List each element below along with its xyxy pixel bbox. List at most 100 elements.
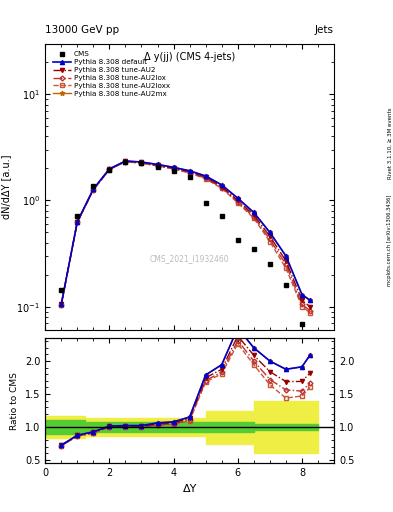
CMS [139,160,144,166]
CMS [235,238,240,244]
Pythia 8.308 tune-AU2mx [235,195,240,201]
Pythia 8.308 tune-AU2lox [283,261,288,267]
CMS [252,246,256,252]
Pythia 8.308 tune-AU2lox [59,302,64,308]
Pythia 8.308 default [235,195,240,201]
Pythia 8.308 tune-AU2 [187,168,192,175]
Pythia 8.308 tune-AU2 [123,158,128,164]
CMS [299,322,304,328]
Pythia 8.308 default [187,168,192,174]
Pythia 8.308 tune-AU2loxx [171,166,176,172]
CMS [91,182,96,188]
Pythia 8.308 tune-AU2lox [308,307,312,313]
CMS [219,212,224,219]
Pythia 8.308 tune-AU2lox [252,214,256,220]
Pythia 8.308 tune-AU2lox [219,184,224,190]
CMS [123,159,128,165]
Pythia 8.308 tune-AU2loxx [75,220,80,226]
Pythia 8.308 tune-AU2 [203,174,208,180]
Pythia 8.308 tune-AU2loxx [235,200,240,206]
Pythia 8.308 tune-AU2 [91,186,96,193]
Pythia 8.308 tune-AU2loxx [187,170,192,176]
Pythia 8.308 tune-AU2lox [187,169,192,176]
CMS [171,168,176,174]
Pythia 8.308 tune-AU2loxx [203,176,208,182]
Pythia 8.308 tune-AU2 [155,162,160,168]
X-axis label: ΔY: ΔY [182,484,197,494]
Pythia 8.308 tune-AU2mx [283,253,288,259]
Pythia 8.308 default [107,166,112,172]
Pythia 8.308 default [203,173,208,179]
CMS [268,261,272,267]
Y-axis label: Ratio to CMS: Ratio to CMS [10,372,19,430]
CMS [203,200,208,206]
Pythia 8.308 tune-AU2mx [59,302,64,308]
Pythia 8.308 tune-AU2loxx [139,160,144,166]
Pythia 8.308 tune-AU2mx [219,182,224,188]
Pythia 8.308 tune-AU2mx [299,291,304,297]
Text: mcplots.cern.ch [arXiv:1306.3436]: mcplots.cern.ch [arXiv:1306.3436] [387,195,392,286]
Pythia 8.308 default [299,291,304,297]
Pythia 8.308 tune-AU2mx [171,164,176,170]
Pythia 8.308 tune-AU2lox [268,237,272,243]
Pythia 8.308 tune-AU2mx [308,297,312,303]
Pythia 8.308 tune-AU2 [75,219,80,225]
Pythia 8.308 default [155,161,160,167]
Pythia 8.308 tune-AU2loxx [283,265,288,271]
Pythia 8.308 tune-AU2 [219,183,224,189]
CMS [75,212,80,219]
Pythia 8.308 tune-AU2mx [139,159,144,165]
CMS [107,166,112,173]
Pythia 8.308 tune-AU2 [235,197,240,203]
Pythia 8.308 tune-AU2 [252,212,256,218]
Pythia 8.308 tune-AU2loxx [219,185,224,191]
Pythia 8.308 tune-AU2mx [155,161,160,167]
Line: CMS: CMS [59,160,312,337]
Pythia 8.308 default [59,302,64,308]
Line: Pythia 8.308 tune-AU2lox: Pythia 8.308 tune-AU2lox [59,160,312,312]
Line: Pythia 8.308 tune-AU2: Pythia 8.308 tune-AU2 [59,159,312,309]
Pythia 8.308 tune-AU2 [59,302,64,308]
Pythia 8.308 default [139,159,144,165]
Pythia 8.308 tune-AU2lox [299,302,304,308]
Line: Pythia 8.308 tune-AU2loxx: Pythia 8.308 tune-AU2loxx [59,160,312,314]
CMS [283,282,288,288]
Pythia 8.308 tune-AU2mx [268,229,272,236]
Text: CMS_2021_I1932460: CMS_2021_I1932460 [150,254,230,263]
Text: Jets: Jets [315,25,334,35]
Pythia 8.308 tune-AU2loxx [91,187,96,193]
Text: Δ y(jj) (CMS 4-jets): Δ y(jj) (CMS 4-jets) [144,52,235,62]
Legend: CMS, Pythia 8.308 default, Pythia 8.308 tune-AU2, Pythia 8.308 tune-AU2lox, Pyth: CMS, Pythia 8.308 default, Pythia 8.308 … [52,50,172,98]
Pythia 8.308 tune-AU2 [308,304,312,310]
Text: Rivet 3.1.10, ≥ 3M events: Rivet 3.1.10, ≥ 3M events [387,108,392,179]
Pythia 8.308 tune-AU2 [283,258,288,264]
Pythia 8.308 tune-AU2 [139,159,144,165]
Pythia 8.308 tune-AU2lox [235,199,240,205]
CMS [155,164,160,170]
Pythia 8.308 default [123,158,128,164]
Pythia 8.308 tune-AU2lox [203,175,208,181]
Pythia 8.308 tune-AU2mx [187,168,192,174]
Pythia 8.308 tune-AU2loxx [308,309,312,315]
Text: 13000 GeV pp: 13000 GeV pp [45,25,119,35]
CMS [308,331,312,337]
Pythia 8.308 tune-AU2 [299,297,304,303]
Pythia 8.308 tune-AU2loxx [268,239,272,245]
Pythia 8.308 default [171,164,176,170]
Pythia 8.308 default [308,297,312,303]
Pythia 8.308 tune-AU2loxx [299,304,304,310]
Pythia 8.308 default [219,182,224,188]
Pythia 8.308 tune-AU2loxx [107,166,112,173]
Pythia 8.308 tune-AU2lox [155,163,160,169]
Pythia 8.308 tune-AU2mx [91,186,96,192]
Pythia 8.308 tune-AU2lox [75,220,80,226]
Line: Pythia 8.308 tune-AU2mx: Pythia 8.308 tune-AU2mx [59,159,312,307]
Pythia 8.308 default [252,209,256,216]
Pythia 8.308 tune-AU2lox [123,159,128,165]
Pythia 8.308 default [75,219,80,225]
CMS [59,286,64,292]
Pythia 8.308 tune-AU2mx [123,158,128,164]
Pythia 8.308 tune-AU2mx [107,166,112,172]
Pythia 8.308 tune-AU2loxx [252,215,256,221]
Pythia 8.308 tune-AU2 [107,166,112,172]
